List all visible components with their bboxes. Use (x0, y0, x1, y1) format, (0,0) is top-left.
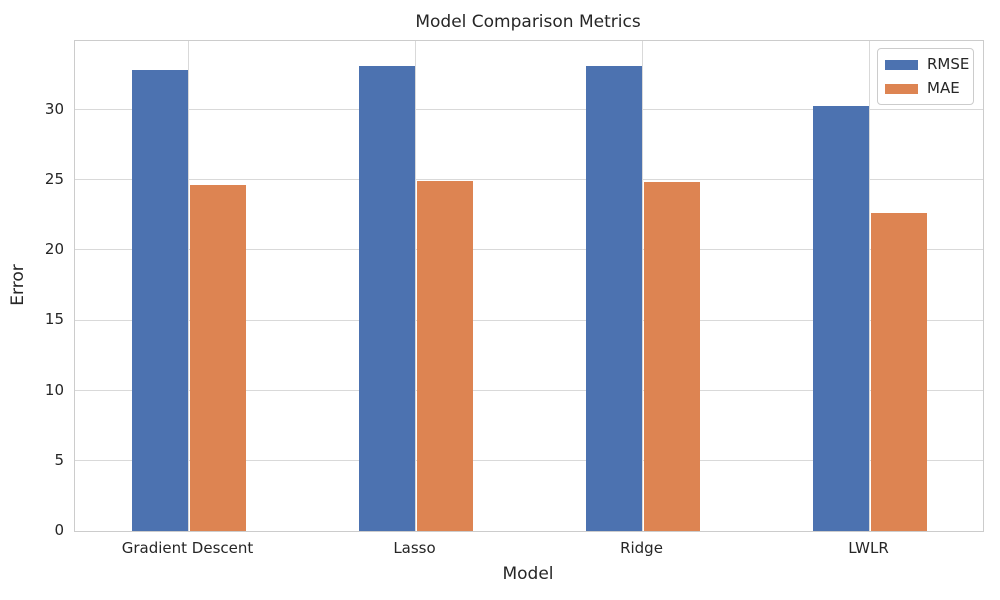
y-tick-label: 5 (54, 450, 64, 469)
y-tick-label: 0 (54, 521, 64, 539)
gridline-horizontal (75, 109, 983, 111)
bar-mae-ridge (643, 182, 700, 531)
x-tick-label: LWLR (848, 539, 889, 557)
bar-mae-lwlr (870, 212, 927, 531)
gridline-horizontal (75, 179, 983, 181)
legend: RMSE MAE (877, 48, 974, 105)
x-axis-label: Model (502, 564, 554, 584)
gridline-horizontal (75, 389, 983, 391)
bar-rmse-lasso (358, 66, 415, 531)
x-tick-label: Lasso (393, 539, 436, 557)
bar-rmse-ridge (585, 66, 642, 531)
gridline-horizontal (75, 460, 983, 462)
x-tick-label: Ridge (620, 539, 663, 557)
legend-item-mae: MAE (885, 80, 964, 97)
x-tick-label: Gradient Descent (121, 539, 254, 557)
y-tick-label: 10 (44, 380, 64, 399)
legend-item-rmse: RMSE (885, 56, 969, 73)
legend-swatch-mae (885, 83, 918, 94)
gridline-horizontal (75, 249, 983, 251)
y-tick-label: 25 (44, 169, 64, 188)
bar-rmse-gradient-descent (131, 70, 188, 531)
bar-mae-gradient-descent (189, 184, 246, 531)
legend-label: MAE (927, 79, 960, 97)
bar-rmse-lwlr (812, 105, 869, 531)
gridline-vertical (187, 41, 189, 531)
y-axis-label: Error (8, 264, 28, 306)
bar-mae-lasso (416, 181, 473, 531)
plot-area (74, 40, 984, 532)
chart-title: Model Comparison Metrics (415, 12, 641, 32)
gridline-vertical (414, 41, 416, 531)
y-tick-label: 30 (44, 99, 64, 118)
gridline-horizontal (75, 319, 983, 321)
legend-label: RMSE (927, 55, 970, 73)
y-tick-label: 15 (44, 310, 64, 329)
y-tick-label: 20 (44, 240, 64, 259)
gridline-vertical (868, 41, 870, 531)
gridline-vertical (641, 41, 643, 531)
legend-swatch-rmse (885, 59, 918, 70)
